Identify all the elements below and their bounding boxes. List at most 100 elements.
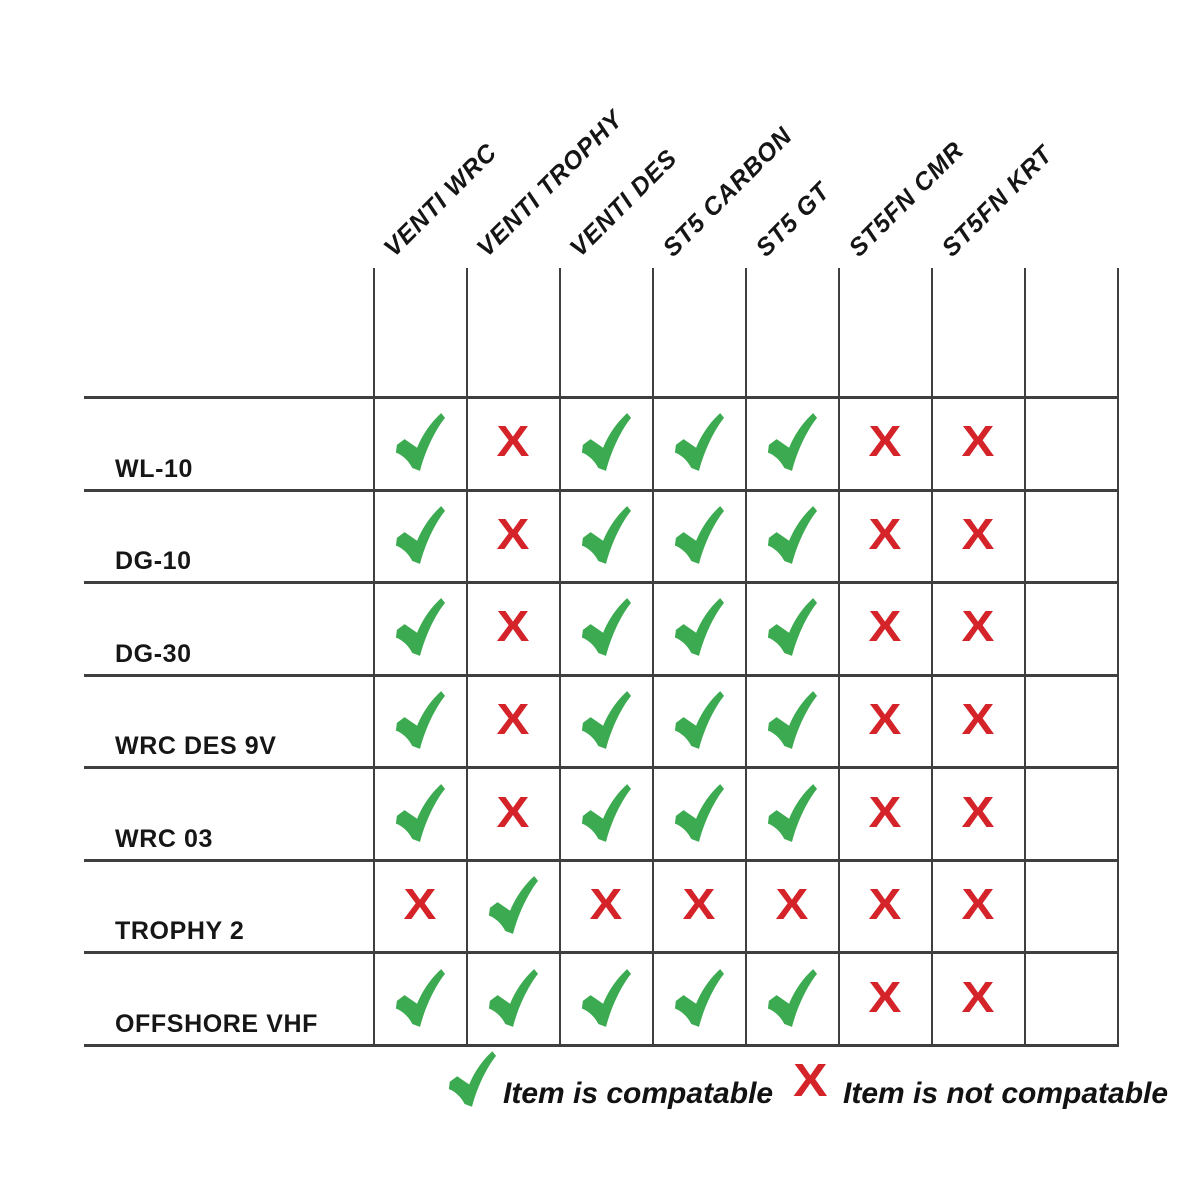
grid-vline: [745, 268, 747, 1044]
matrix-cell: [394, 505, 446, 565]
x-icon: X: [868, 695, 901, 744]
matrix-cell: X: [682, 883, 715, 927]
matrix-cell: [766, 597, 818, 657]
x-icon: X: [775, 880, 808, 929]
matrix-cell: [487, 875, 539, 935]
matrix-cell: X: [496, 420, 529, 464]
matrix-cell: [673, 968, 725, 1028]
check-icon: [447, 1050, 497, 1108]
x-icon: X: [496, 695, 529, 744]
matrix-cell: X: [868, 695, 901, 744]
check-icon: [580, 597, 632, 657]
check-icon: [394, 412, 446, 472]
check-icon: [673, 505, 725, 565]
x-icon: X: [961, 602, 994, 651]
grid-hline: [84, 581, 1119, 584]
matrix-cell: [580, 412, 632, 472]
row-label: WRC 03: [115, 825, 214, 853]
matrix-cell: [394, 968, 446, 1028]
grid-vline: [1117, 268, 1119, 1044]
legend-compatible-label: Item is compatable: [503, 1077, 774, 1110]
row-label: WRC DES 9V: [115, 732, 277, 760]
matrix-cell: X: [496, 605, 529, 649]
grid-vline: [931, 268, 933, 1044]
x-icon: X: [961, 417, 994, 466]
matrix-cell: X: [868, 602, 901, 651]
x-icon: X: [961, 880, 994, 929]
matrix-cell: [673, 597, 725, 657]
x-icon: X: [961, 510, 994, 559]
matrix-cell: [580, 505, 632, 565]
matrix-cell: [673, 505, 725, 565]
matrix-cell: X: [868, 417, 901, 466]
x-icon: X: [868, 788, 901, 837]
x-icon: X: [496, 788, 529, 837]
x-icon: X: [868, 510, 901, 559]
matrix-cell: X: [961, 788, 994, 837]
matrix-cell: [580, 597, 632, 657]
grid-hline: [84, 674, 1119, 677]
matrix-cell: X: [496, 695, 529, 744]
check-icon: [580, 412, 632, 472]
matrix-cell: X: [961, 976, 994, 1020]
check-icon: [580, 505, 632, 565]
check-icon: [394, 783, 446, 843]
check-icon: [766, 505, 818, 565]
check-icon: [766, 690, 818, 750]
matrix-cell: X: [961, 695, 994, 744]
matrix-cell: X: [868, 883, 901, 927]
matrix-cell: [673, 783, 725, 843]
matrix-cell: X: [961, 417, 994, 466]
x-icon: X: [403, 880, 436, 929]
x-icon: X: [868, 973, 901, 1022]
legend-not-compatible-label: Item is not compatable: [843, 1077, 1169, 1110]
matrix-cell: [580, 690, 632, 750]
grid-hline: [84, 766, 1119, 769]
grid-vline: [652, 268, 654, 1044]
matrix-cell: [580, 783, 632, 843]
matrix-cell: [766, 412, 818, 472]
matrix-cell: [394, 412, 446, 472]
row-label: OFFSHORE VHF: [115, 1010, 319, 1038]
x-icon: X: [961, 695, 994, 744]
grid-vline: [466, 268, 468, 1044]
matrix-cell: X: [868, 788, 901, 837]
grid-vline: [838, 268, 840, 1044]
matrix-cell: [766, 783, 818, 843]
matrix-cell: [580, 968, 632, 1028]
check-icon: [487, 875, 539, 935]
matrix-cell: X: [775, 880, 808, 929]
matrix-cell: X: [589, 880, 622, 929]
check-icon: [394, 968, 446, 1028]
check-icon: [673, 968, 725, 1028]
grid-hline: [84, 489, 1119, 492]
check-icon: [394, 690, 446, 750]
x-icon: X: [961, 788, 994, 837]
check-icon: [394, 597, 446, 657]
x-icon: X: [868, 602, 901, 651]
matrix-cell: X: [961, 510, 994, 559]
check-icon: [580, 783, 632, 843]
matrix-cell: [394, 690, 446, 750]
check-icon: [766, 783, 818, 843]
matrix-cell: [673, 690, 725, 750]
matrix-cell: [766, 968, 818, 1028]
check-icon: [673, 783, 725, 843]
matrix-cell: X: [403, 880, 436, 929]
x-icon: X: [589, 880, 622, 929]
grid-hline: [84, 396, 1119, 399]
matrix-cell: X: [961, 602, 994, 651]
matrix-cell: X: [868, 510, 901, 559]
check-icon: [580, 968, 632, 1028]
grid-vline: [373, 268, 375, 1044]
x-icon: X: [868, 417, 901, 466]
row-label: DG-10: [115, 547, 192, 575]
check-icon: [580, 690, 632, 750]
matrix-cell: [394, 783, 446, 843]
x-icon: X: [793, 1054, 828, 1106]
grid-hline: [84, 951, 1119, 954]
check-icon: [766, 968, 818, 1028]
matrix-cell: X: [496, 513, 529, 557]
matrix-cell: X: [868, 973, 901, 1022]
